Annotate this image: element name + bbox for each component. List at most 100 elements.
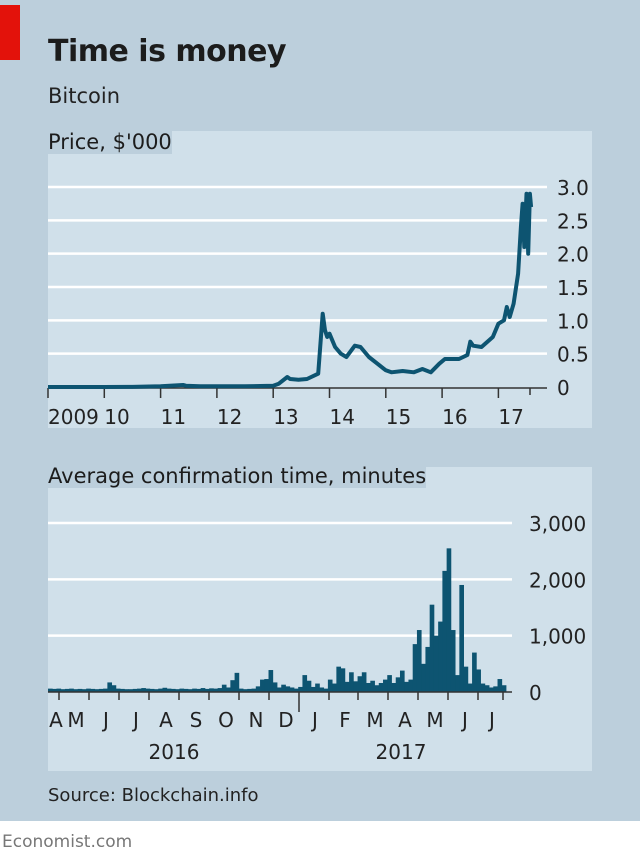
confirmation-bar: [52, 688, 57, 692]
confirmation-month-label: S: [190, 708, 203, 732]
confirmation-bar: [315, 683, 320, 692]
confirmation-ytick-label: 0: [529, 681, 542, 705]
confirmation-ytick-label: 1,000: [529, 625, 586, 649]
confirmation-bar: [429, 604, 435, 692]
confirmation-bar: [234, 672, 240, 692]
confirmation-bar: [255, 686, 261, 692]
confirmation-bar: [442, 570, 448, 692]
confirmation-bar: [306, 680, 312, 692]
price-xtick-label: 10: [104, 405, 129, 429]
confirmation-bar: [370, 680, 375, 692]
confirmation-bar: [472, 652, 477, 692]
confirmation-bar: [416, 630, 422, 692]
confirmation-bar: [484, 685, 490, 692]
confirmation-bar: [260, 679, 265, 692]
confirmation-bar: [137, 688, 142, 692]
confirmation-ytick-label: 2,000: [529, 568, 586, 592]
confirmation-bar: [251, 688, 257, 692]
confirmation-bar: [268, 670, 274, 692]
confirmation-bar: [209, 688, 214, 692]
confirmation-bar: [349, 672, 354, 692]
confirmation-bar: [336, 666, 342, 692]
price-xtick-label: 13: [273, 405, 298, 429]
confirmation-bar: [192, 688, 197, 692]
confirmation-bar: [69, 688, 74, 692]
confirmation-bar: [115, 688, 121, 692]
confirmation-bar: [480, 683, 486, 692]
price-ytick-label: 1.0: [557, 309, 589, 333]
confirmation-bar: [459, 584, 464, 692]
confirmation-bar: [124, 689, 129, 692]
confirmation-ytick-label: 3,000: [529, 512, 586, 536]
confirmation-month-label: J: [460, 708, 468, 732]
confirmation-bar: [141, 688, 146, 692]
confirmation-bar: [107, 682, 113, 692]
confirmation-bar: [272, 682, 278, 692]
brand-red-tag: [0, 5, 20, 60]
confirmation-bar: [264, 679, 269, 692]
confirmation-bar: [200, 688, 206, 692]
confirmation-bar: [323, 688, 329, 692]
confirmation-bar: [56, 688, 62, 692]
confirmation-bar: [289, 687, 295, 692]
confirmation-bar: [446, 548, 452, 692]
confirmation-bar: [327, 679, 333, 692]
confirmation-bar: [179, 688, 185, 692]
confirmation-bar: [243, 689, 248, 692]
confirmation-bar: [476, 669, 481, 692]
confirmation-bar: [408, 679, 414, 692]
confirmation-year-label: 2017: [376, 740, 427, 764]
price-xtick-label: 11: [161, 405, 186, 429]
price-xtick-label: 16: [442, 405, 467, 429]
confirmation-bar: [366, 682, 371, 692]
confirmation-year-label: 2016: [149, 740, 200, 764]
confirmation-bar: [404, 681, 409, 692]
confirmation-month-label: M: [366, 708, 383, 732]
confirmation-bar: [166, 688, 172, 692]
confirmation-bar: [48, 688, 53, 692]
confirmation-bar: [319, 687, 325, 692]
confirmation-bar: [132, 688, 138, 692]
confirmation-bar: [383, 679, 388, 692]
confirmation-bar: [73, 689, 79, 692]
confirmation-bar: [281, 684, 286, 692]
confirmation-month-label: F: [339, 708, 351, 732]
confirmation-bar: [310, 686, 316, 692]
confirmation-bar: [162, 687, 168, 692]
price-ytick-label: 0.5: [557, 343, 589, 367]
confirmation-bar: [204, 688, 210, 692]
confirmation-month-label: J: [310, 708, 318, 732]
confirmation-bar: [438, 621, 443, 692]
confirmation-month-label: A: [398, 708, 412, 732]
price-ytick-label: 0: [557, 376, 570, 400]
confirmation-month-label: J: [487, 708, 495, 732]
confirmation-bar: [187, 689, 193, 692]
confirmation-bar: [450, 630, 456, 692]
chart-subtitle: Bitcoin: [48, 84, 121, 108]
confirmation-bar: [60, 689, 66, 692]
confirmation-bar: [391, 682, 397, 692]
confirmation-bar: [111, 685, 117, 692]
price-xtick-label: 2009: [48, 405, 99, 429]
confirmation-bar: [395, 677, 401, 692]
confirmation-bar: [353, 681, 358, 692]
confirmation-bar: [90, 688, 96, 692]
confirmation-bar: [217, 688, 223, 692]
confirmation-bar: [374, 685, 380, 692]
chart-title: Time is money: [48, 34, 287, 69]
confirmation-bar: [340, 668, 346, 692]
price-line: [48, 191, 534, 389]
confirmation-month-label: J: [131, 708, 139, 732]
confirmation-bar: [145, 688, 151, 692]
confirmation-bar: [170, 688, 176, 692]
price-ytick-label: 2.5: [557, 209, 589, 233]
confirmation-bar: [175, 689, 180, 692]
confirmation-bar: [421, 663, 426, 692]
confirmation-bar: [332, 683, 337, 692]
source-note: Source: Blockchain.info: [48, 785, 259, 806]
confirmation-bar: [64, 688, 70, 692]
confirmation-bar: [467, 683, 473, 692]
confirmation-bar: [285, 686, 291, 692]
confirmation-bar: [399, 670, 405, 692]
